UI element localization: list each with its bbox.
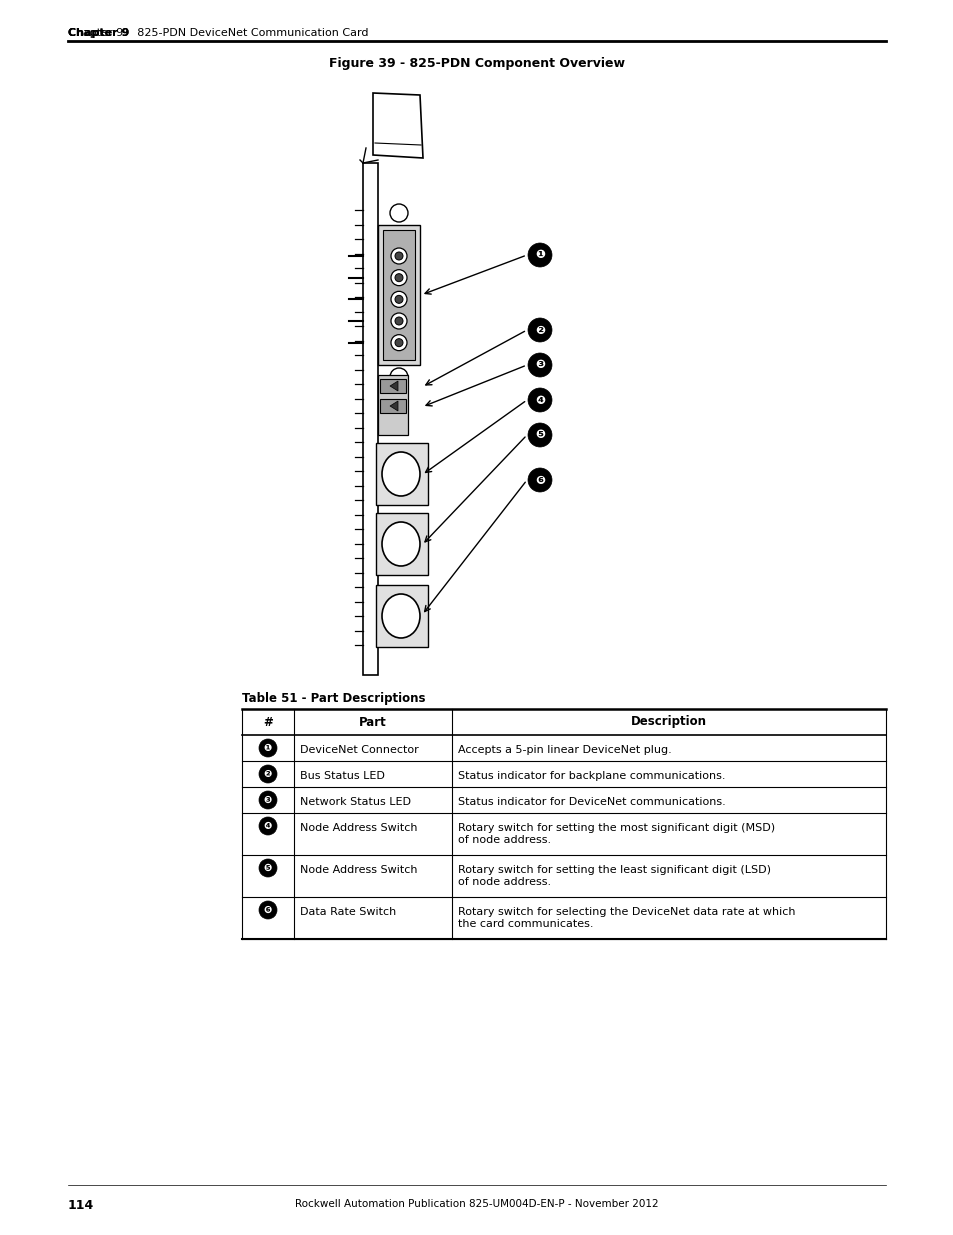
Ellipse shape [381, 522, 419, 566]
Polygon shape [390, 401, 397, 411]
Circle shape [395, 274, 402, 282]
Text: ❻: ❻ [535, 473, 544, 487]
FancyArrowPatch shape [424, 482, 525, 611]
Text: Status indicator for backplane communications.: Status indicator for backplane communica… [457, 771, 724, 781]
Text: Network Status LED: Network Status LED [299, 797, 411, 806]
Circle shape [527, 388, 552, 412]
Text: ❹: ❹ [535, 394, 544, 406]
Polygon shape [390, 382, 397, 391]
Circle shape [258, 860, 276, 877]
Text: Bus Status LED: Bus Status LED [299, 771, 384, 781]
Text: 114: 114 [68, 1199, 94, 1212]
Text: ❷: ❷ [535, 324, 544, 336]
Text: ❶: ❶ [264, 743, 272, 753]
Bar [375, 585, 428, 647]
Circle shape [258, 902, 276, 919]
Text: Part: Part [358, 715, 387, 729]
Text: Rockwell Automation Publication 825-UM004D-EN-P - November 2012: Rockwell Automation Publication 825-UM00… [294, 1199, 659, 1209]
Text: ❸: ❸ [264, 795, 272, 805]
Text: #: # [263, 715, 273, 729]
Circle shape [390, 204, 408, 222]
Circle shape [391, 269, 407, 285]
Ellipse shape [381, 594, 419, 638]
Text: Chapter 9    825-PDN DeviceNet Communication Card: Chapter 9 825-PDN DeviceNet Communicatio… [68, 28, 368, 38]
Bar [382, 230, 415, 359]
Text: Status indicator for DeviceNet communications.: Status indicator for DeviceNet communica… [457, 797, 725, 806]
Circle shape [527, 243, 552, 267]
Circle shape [395, 252, 402, 261]
FancyArrowPatch shape [426, 366, 524, 406]
Bar [377, 375, 408, 435]
FancyArrowPatch shape [425, 401, 524, 473]
Text: Rotary switch for setting the least significant digit (LSD)
of node address.: Rotary switch for setting the least sign… [457, 864, 770, 887]
Text: ❻: ❻ [264, 905, 272, 915]
Text: Accepts a 5-pin linear DeviceNet plug.: Accepts a 5-pin linear DeviceNet plug. [457, 745, 671, 755]
Circle shape [391, 312, 407, 329]
Text: ❸: ❸ [535, 358, 544, 372]
Circle shape [527, 468, 552, 492]
Polygon shape [373, 93, 422, 158]
Circle shape [258, 764, 276, 783]
Circle shape [258, 790, 276, 809]
FancyArrowPatch shape [424, 437, 524, 542]
Text: ❹: ❹ [264, 821, 272, 831]
Circle shape [527, 424, 552, 447]
FancyArrowPatch shape [425, 256, 524, 294]
Text: ❶: ❶ [535, 248, 544, 262]
Circle shape [391, 335, 407, 351]
Text: Rotary switch for selecting the DeviceNet data rate at which
the card communicat: Rotary switch for selecting the DeviceNe… [457, 906, 795, 929]
Circle shape [395, 317, 402, 325]
Text: Chapter 9: Chapter 9 [68, 28, 130, 38]
Circle shape [395, 338, 402, 347]
Text: Node Address Switch: Node Address Switch [299, 864, 417, 876]
Text: Rotary switch for setting the most significant digit (MSD)
of node address.: Rotary switch for setting the most signi… [457, 823, 774, 845]
Text: ❺: ❺ [535, 429, 544, 441]
Circle shape [527, 353, 552, 377]
Text: Figure 39 - 825-PDN Component Overview: Figure 39 - 825-PDN Component Overview [329, 57, 624, 70]
Circle shape [258, 739, 276, 757]
FancyArrowPatch shape [425, 331, 524, 385]
Bar [363, 163, 377, 676]
Circle shape [391, 291, 407, 308]
Bar [379, 399, 406, 412]
Ellipse shape [381, 452, 419, 496]
Bar [377, 225, 419, 366]
Bar [379, 379, 406, 393]
Text: ❺: ❺ [264, 863, 272, 873]
Bar [375, 443, 428, 505]
Text: DeviceNet Connector: DeviceNet Connector [299, 745, 418, 755]
Text: Description: Description [630, 715, 706, 729]
Text: Chapter 9: Chapter 9 [68, 28, 130, 38]
Text: Data Rate Switch: Data Rate Switch [299, 906, 395, 918]
Bar [375, 513, 428, 576]
Text: Node Address Switch: Node Address Switch [299, 823, 417, 832]
Circle shape [391, 248, 407, 264]
Circle shape [527, 317, 552, 342]
Text: ❷: ❷ [264, 769, 272, 779]
Circle shape [390, 368, 408, 387]
Circle shape [258, 818, 276, 835]
Text: Table 51 - Part Descriptions: Table 51 - Part Descriptions [242, 692, 425, 705]
Circle shape [395, 295, 402, 304]
